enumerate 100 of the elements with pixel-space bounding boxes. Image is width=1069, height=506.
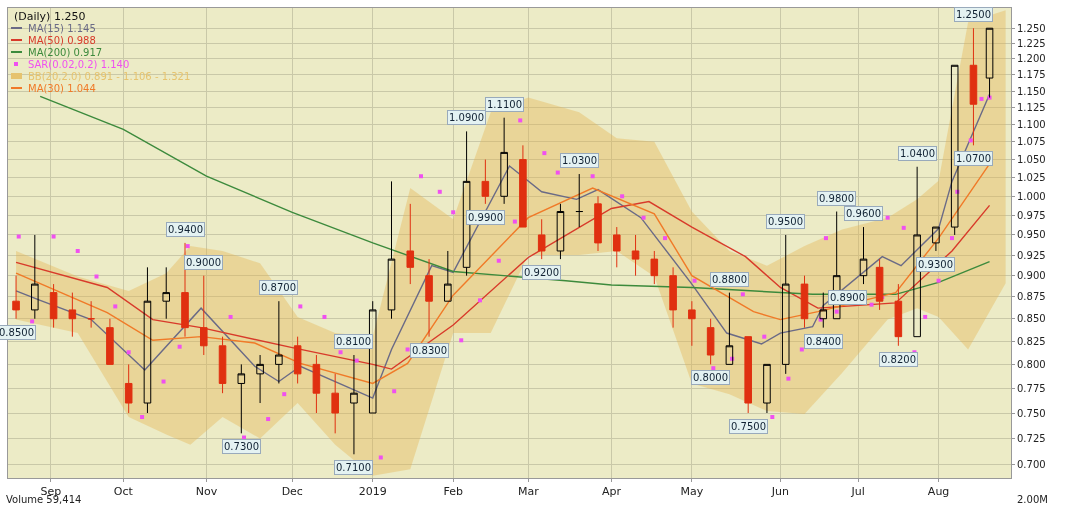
candlestick (218, 336, 227, 394)
point (140, 415, 145, 420)
legend-label: MA(30) 1.044 (28, 83, 96, 94)
x-tick-label: May (680, 485, 704, 499)
annotation: 0.7100 (336, 462, 371, 473)
y-tick-label: 1.075 (1017, 136, 1046, 148)
x-tick-label: Dec (281, 485, 303, 499)
annotation: 0.8300 (412, 345, 447, 356)
legend-label: MA(200) 0.917 (28, 47, 103, 58)
candlestick (68, 292, 77, 338)
annotation: 0.9300 (918, 259, 953, 270)
point (437, 189, 442, 194)
candlestick (406, 203, 415, 285)
y-tick-label: 0.750 (1017, 407, 1046, 419)
point (16, 234, 21, 239)
annotation: 0.9400 (168, 224, 203, 235)
point (451, 210, 456, 215)
point (555, 170, 560, 175)
candlestick (537, 218, 546, 260)
candlestick (256, 354, 264, 404)
candlestick (87, 300, 95, 329)
point (94, 274, 99, 279)
point (266, 417, 271, 422)
y-tick-label: 1.175 (1017, 69, 1046, 81)
y-tick-label: 0.850 (1017, 313, 1046, 325)
point (869, 302, 874, 307)
text: Volume 59,414 (6, 494, 82, 505)
point (923, 314, 928, 319)
point (518, 118, 523, 123)
point (496, 258, 501, 263)
candlestick (31, 234, 39, 320)
annotation: 0.8500 (0, 327, 34, 338)
annotation: 0.8800 (712, 274, 747, 285)
point (770, 415, 775, 420)
y-tick-label: 1.000 (1017, 190, 1046, 202)
point (378, 455, 383, 460)
point (338, 350, 343, 355)
point (590, 174, 595, 179)
candlestick (481, 159, 490, 205)
candlestick (12, 275, 20, 320)
point (298, 304, 303, 309)
annotation: 0.8100 (336, 336, 371, 347)
point (762, 334, 767, 339)
candlestick (143, 266, 152, 414)
y-tick-label: 0.925 (1017, 249, 1046, 261)
y-tick-label: 1.150 (1017, 85, 1046, 97)
y-tick-label: 0.700 (1017, 459, 1046, 471)
candlestick (859, 226, 868, 285)
annotation: 0.9200 (524, 267, 559, 278)
annotation: 1.0400 (900, 148, 935, 159)
point (126, 350, 131, 355)
annotation: 0.8200 (881, 354, 916, 365)
candlestick (688, 300, 696, 347)
point (459, 338, 464, 343)
candlestick (293, 336, 302, 384)
point (663, 236, 668, 241)
y-tick-label: 0.900 (1017, 270, 1046, 282)
y-tick-label: 1.200 (1017, 53, 1046, 65)
point (512, 219, 517, 224)
point (51, 234, 56, 239)
point (936, 278, 941, 283)
y-tick-label: 0.725 (1017, 433, 1046, 445)
point (542, 151, 547, 156)
x-tick-label: Mar (517, 485, 540, 499)
y-tick-label: 1.100 (1017, 119, 1046, 131)
point (950, 236, 954, 241)
point (799, 347, 804, 352)
candlestick (594, 195, 602, 252)
candlestick (612, 226, 621, 268)
point (419, 174, 423, 179)
x-tick-label: Nov (195, 485, 218, 499)
candlestick (706, 318, 715, 365)
annotation: 0.9900 (468, 212, 503, 223)
x-tick-label: 2019 (358, 485, 387, 499)
point (823, 236, 828, 241)
annotation: 0.8000 (693, 372, 728, 383)
annotation: 0.7500 (731, 421, 766, 432)
candlestick (49, 283, 58, 329)
y-tick-label: 0.800 (1017, 358, 1046, 370)
point (885, 215, 890, 220)
legend-label: BB(20,2.0) 0.891 - 1.106 - 1.321 (28, 71, 191, 82)
candlestick (894, 283, 903, 347)
y-tick-label: 0.975 (1017, 209, 1046, 221)
candlestick (932, 226, 940, 252)
candlestick (650, 250, 659, 285)
candlestick (275, 300, 283, 384)
annotation: 0.8700 (261, 282, 296, 293)
annotation: 1.0300 (562, 155, 597, 166)
candlestick (500, 117, 508, 205)
candlestick (444, 250, 452, 302)
candlestick (800, 275, 809, 329)
candlestick (331, 373, 339, 434)
point (405, 347, 410, 352)
x-tick-label: Oct (113, 485, 134, 499)
legend-label: SAR(0.02,0.2) 1.140 (28, 59, 130, 70)
x-tick-label: Aug (927, 485, 950, 499)
annotation: 0.9500 (768, 216, 803, 227)
legend-label: MA(50) 0.988 (28, 35, 96, 46)
y-tick-label: 0.875 (1017, 291, 1046, 303)
y-tick-label: 0.825 (1017, 335, 1046, 347)
